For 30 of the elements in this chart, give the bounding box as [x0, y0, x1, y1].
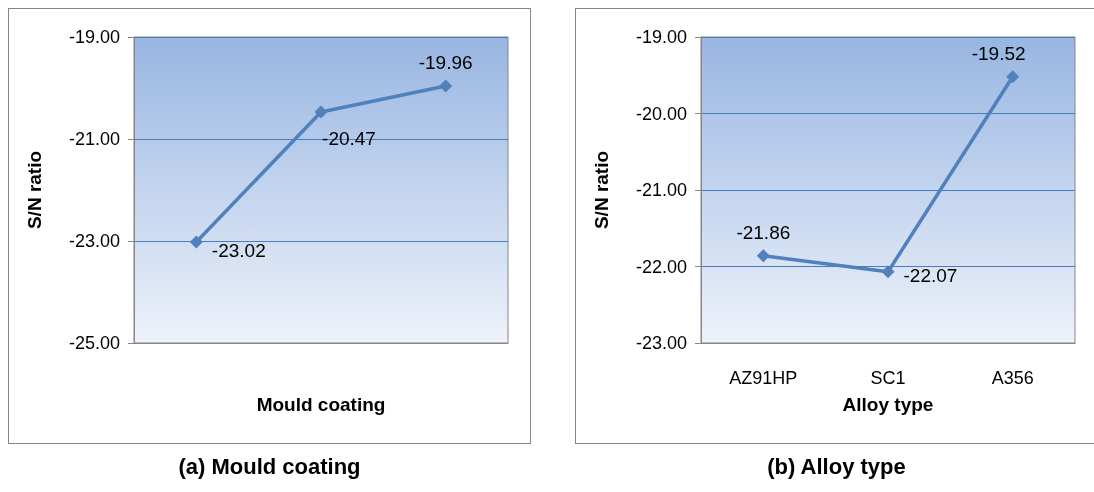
x-axis-title: Mould coating [256, 394, 386, 415]
data-label: -23.02 [211, 239, 266, 261]
data-label: -21.86 [736, 222, 791, 244]
y-tick-label: -20.00 [635, 103, 687, 124]
x-axis-title: Alloy type [842, 394, 934, 415]
y-tick-label: -23.00 [635, 333, 687, 353]
point [881, 265, 895, 279]
data-label: -19.96 [418, 52, 473, 74]
y-tick-label: -22.00 [635, 256, 687, 277]
y-tick-label: -25.00 [68, 333, 120, 353]
x-tick-label: AZ91HP [729, 368, 798, 388]
y-axis-title: S/N ratio [591, 150, 612, 230]
text: (a) Mould coating [177, 454, 362, 480]
data-label: -22.07 [903, 265, 958, 287]
y-tick-label: -21.00 [635, 180, 687, 200]
point [189, 235, 203, 249]
point [314, 105, 328, 119]
y-tick-label: -19.00 [68, 27, 120, 47]
y-axis-title: S/N ratio [24, 150, 45, 230]
point [756, 249, 770, 263]
data-label: -20.47 [322, 128, 376, 150]
point [439, 79, 453, 93]
y-tick-label: -23.00 [68, 231, 120, 251]
x-tick-label: A356 [991, 368, 1034, 388]
x-tick-label: SC1 [870, 368, 906, 388]
text: (b) Alloy type [766, 454, 907, 480]
point [1006, 70, 1020, 84]
data-label: -19.52 [971, 43, 1026, 65]
y-tick-label: -19.00 [635, 27, 687, 47]
y-tick-label: -21.00 [68, 129, 120, 149]
